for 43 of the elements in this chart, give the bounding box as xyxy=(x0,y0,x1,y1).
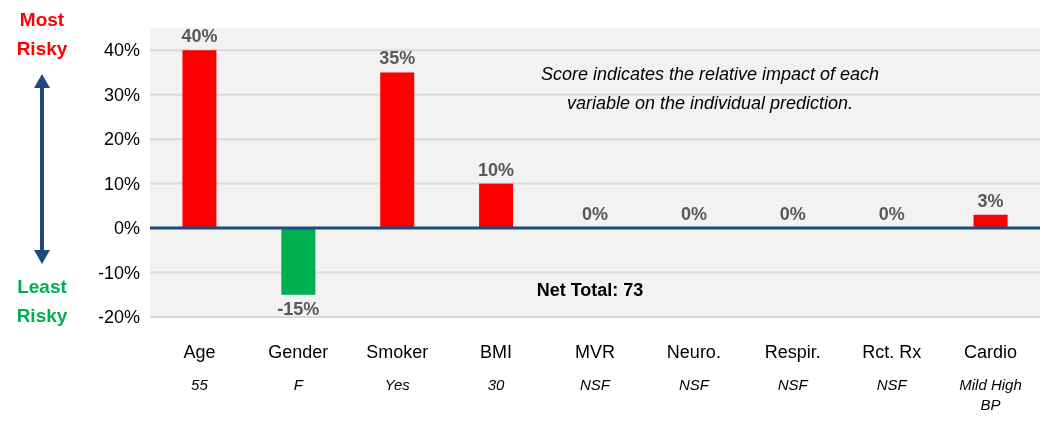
text: Yes xyxy=(384,376,411,393)
data-label: 0% xyxy=(878,204,905,225)
text: Most Risky xyxy=(16,9,68,59)
text: NSF xyxy=(777,376,809,393)
y-tick-label: 20% xyxy=(103,129,140,150)
data-label: 35% xyxy=(379,48,416,69)
data-label: 10% xyxy=(478,159,515,180)
bar xyxy=(182,50,217,229)
data-label: 0% xyxy=(581,204,609,225)
text: 30 xyxy=(487,376,506,393)
x-tick-label: Age xyxy=(183,342,216,362)
y-tick-label: -20% xyxy=(97,307,140,327)
data-label: 0% xyxy=(779,204,806,225)
y-tick-label: 0% xyxy=(113,218,140,239)
x-tick-label: BMI xyxy=(480,342,513,362)
x-tick-label: Neuro. xyxy=(666,342,721,362)
text: Mild High BP xyxy=(959,376,1022,413)
y-tick-label: -10% xyxy=(97,262,140,283)
x-tick-label: Smoker xyxy=(366,342,429,362)
annotation: Score indicates the relative impact of each variable on the individual prediction. xyxy=(540,64,880,113)
data-label: 40% xyxy=(181,26,218,47)
text: NSF xyxy=(678,376,710,393)
y-tick-label: 30% xyxy=(103,84,140,105)
x-tick-label: Cardio xyxy=(964,342,1018,362)
text: NSF xyxy=(876,376,908,393)
bar xyxy=(479,183,514,229)
bar xyxy=(973,214,1008,229)
x-tick-label: Rct. Rx xyxy=(862,342,922,362)
x-tick-label: Gender xyxy=(268,342,329,362)
x-tick-label: Respir. xyxy=(764,342,821,362)
text: Least Risky xyxy=(16,276,68,326)
y-tick-label: 40% xyxy=(103,40,140,61)
text: 55 xyxy=(191,376,209,393)
x-tick-label: MVR xyxy=(575,342,615,362)
y-tick-label: 10% xyxy=(103,173,140,194)
text: NSF xyxy=(580,376,611,393)
annotation: Net Total: 73 xyxy=(536,280,644,300)
text: F xyxy=(293,376,304,393)
data-label: 3% xyxy=(977,190,1004,211)
data-label: -15% xyxy=(277,298,320,319)
data-label: 0% xyxy=(680,204,707,225)
bar xyxy=(281,228,316,295)
bar xyxy=(380,72,415,229)
